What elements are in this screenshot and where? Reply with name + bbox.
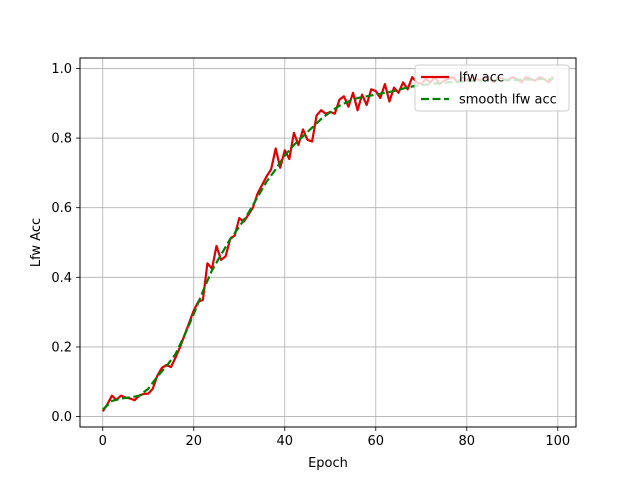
x-tick-label: 0 [99,434,107,449]
legend-entry: lfw acc [459,71,504,86]
x-tick-label: 20 [185,434,202,449]
x-tick-label: 80 [459,434,476,449]
y-tick-label: 0.8 [51,132,72,147]
y-tick-label: 0.0 [51,410,72,425]
y-tick-label: 0.4 [51,271,72,286]
y-tick-label: 0.2 [51,340,72,355]
y-tick-label: 1.0 [51,62,72,77]
x-axis-label: Epoch [308,456,348,471]
plot-frame [79,57,577,428]
x-tick-label: 100 [545,434,570,449]
legend: lfw acc smooth lfw acc [414,64,570,112]
x-axis: 0 20 40 60 80 100 [99,427,570,449]
y-tick-label: 0.6 [51,201,72,216]
grid [80,58,576,427]
y-axis: 0.0 0.2 0.4 0.6 0.8 1.0 [51,62,80,425]
legend-box [414,64,570,112]
x-tick-label: 60 [368,434,385,449]
y-axis-label: Lfw Acc [29,218,44,267]
legend-entry: smooth lfw acc [459,93,557,108]
x-tick-label: 40 [276,434,293,449]
